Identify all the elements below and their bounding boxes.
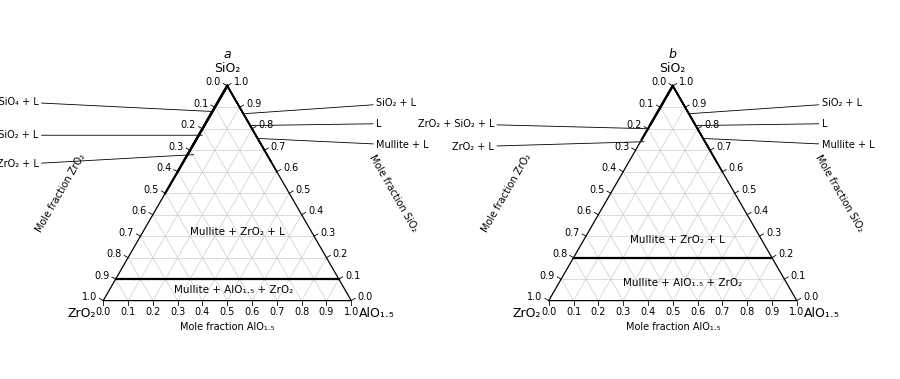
Text: Mole fraction ZrO₂: Mole fraction ZrO₂ — [34, 152, 87, 234]
Text: 0.0: 0.0 — [95, 307, 111, 317]
Text: 0.9: 0.9 — [94, 271, 109, 281]
Text: 0.7: 0.7 — [564, 228, 580, 238]
Text: Mole fraction SiO₂: Mole fraction SiO₂ — [813, 153, 865, 233]
Text: 0.1: 0.1 — [566, 307, 581, 317]
Text: 0.0: 0.0 — [206, 77, 220, 87]
Text: 0.2: 0.2 — [333, 249, 348, 259]
Text: 0.4: 0.4 — [753, 206, 769, 216]
Text: 0.5: 0.5 — [665, 307, 680, 317]
Text: 1.0: 1.0 — [234, 77, 248, 87]
Text: 0.7: 0.7 — [269, 307, 284, 317]
Text: Mole fraction AlO₁.₅: Mole fraction AlO₁.₅ — [180, 322, 274, 332]
Text: 0.4: 0.4 — [640, 307, 655, 317]
Text: 0.6: 0.6 — [577, 206, 592, 216]
Text: 0.0: 0.0 — [357, 292, 373, 302]
Text: AlO₁.₅: AlO₁.₅ — [359, 307, 394, 320]
Text: 0.0: 0.0 — [541, 307, 556, 317]
Text: 1.0: 1.0 — [680, 77, 694, 87]
Text: 0.1: 0.1 — [194, 99, 209, 109]
Text: 0.9: 0.9 — [539, 271, 554, 281]
Text: 0.8: 0.8 — [740, 307, 755, 317]
Text: 0.2: 0.2 — [626, 120, 642, 130]
Text: 0.8: 0.8 — [294, 307, 310, 317]
Text: 0.9: 0.9 — [691, 99, 707, 109]
Text: 0.3: 0.3 — [614, 142, 629, 152]
Text: 0.9: 0.9 — [319, 307, 334, 317]
Text: 0.6: 0.6 — [245, 307, 260, 317]
Text: 0.7: 0.7 — [715, 307, 730, 317]
Text: 0.4: 0.4 — [194, 307, 210, 317]
Text: 0.3: 0.3 — [616, 307, 631, 317]
Text: ZrO₂ + L: ZrO₂ + L — [0, 155, 194, 169]
Text: 0.5: 0.5 — [295, 185, 311, 195]
Text: 0.8: 0.8 — [552, 249, 567, 259]
Text: 0.8: 0.8 — [704, 120, 719, 130]
Text: 0.1: 0.1 — [346, 271, 361, 281]
Text: 0.3: 0.3 — [170, 307, 185, 317]
Text: 0.6: 0.6 — [690, 307, 706, 317]
Text: 0.5: 0.5 — [220, 307, 235, 317]
Text: 0.2: 0.2 — [778, 249, 794, 259]
Text: Mullite + AlO₁.₅ + ZrO₂: Mullite + AlO₁.₅ + ZrO₂ — [174, 285, 293, 295]
Text: Mole fraction ZrO₂: Mole fraction ZrO₂ — [480, 152, 533, 234]
Text: 0.2: 0.2 — [590, 307, 606, 317]
Text: Mole fraction SiO₂: Mole fraction SiO₂ — [367, 153, 419, 233]
Text: 0.4: 0.4 — [601, 163, 617, 173]
Text: SiO₂ + L: SiO₂ + L — [245, 98, 416, 114]
Text: SiO₂: SiO₂ — [660, 62, 686, 75]
Text: 0.9: 0.9 — [764, 307, 779, 317]
Text: 1.0: 1.0 — [82, 292, 97, 302]
Text: L: L — [252, 119, 382, 129]
Text: 0.3: 0.3 — [320, 228, 336, 238]
Text: Mullite + ZrO₂ + L: Mullite + ZrO₂ + L — [190, 227, 284, 237]
Text: 0.3: 0.3 — [168, 142, 184, 152]
Text: ZrO₂ + L: ZrO₂ + L — [453, 142, 644, 152]
Text: Mullite + AlO₁.₅ + ZrO₂: Mullite + AlO₁.₅ + ZrO₂ — [623, 279, 742, 288]
Text: ZrO₂: ZrO₂ — [513, 307, 541, 320]
Text: Mullite + L: Mullite + L — [259, 138, 428, 150]
Text: 0.4: 0.4 — [156, 163, 171, 173]
Text: 0.0: 0.0 — [652, 77, 666, 87]
Text: 0.6: 0.6 — [729, 163, 744, 173]
Text: 0.0: 0.0 — [803, 292, 818, 302]
Text: Mullite + ZrO₂ + L: Mullite + ZrO₂ + L — [630, 235, 725, 246]
Text: 0.4: 0.4 — [308, 206, 323, 216]
Text: 0.7: 0.7 — [119, 228, 134, 238]
Text: 0.5: 0.5 — [589, 185, 605, 195]
Text: Mole fraction AlO₁.₅: Mole fraction AlO₁.₅ — [626, 322, 720, 332]
Text: SiO₂ + L: SiO₂ + L — [690, 98, 861, 114]
Text: 0.9: 0.9 — [246, 99, 261, 109]
Text: 0.8: 0.8 — [106, 249, 122, 259]
Text: 1.0: 1.0 — [789, 307, 805, 317]
Text: 0.1: 0.1 — [791, 271, 806, 281]
Text: 0.1: 0.1 — [639, 99, 654, 109]
Text: 0.8: 0.8 — [258, 120, 274, 130]
Text: 0.5: 0.5 — [741, 185, 757, 195]
Text: 0.7: 0.7 — [716, 142, 732, 152]
Text: a: a — [223, 48, 231, 61]
Text: 0.3: 0.3 — [766, 228, 781, 238]
Text: L: L — [698, 119, 827, 129]
Text: 0.2: 0.2 — [145, 307, 160, 317]
Text: AlO₁.₅: AlO₁.₅ — [805, 307, 840, 320]
Text: ZrSiO₄ + SiO₂ + L: ZrSiO₄ + SiO₂ + L — [0, 130, 202, 140]
Text: ZrO₂ + SiO₂ + L: ZrO₂ + SiO₂ + L — [418, 119, 649, 129]
Text: Mullite + L: Mullite + L — [705, 138, 874, 150]
Text: 1.0: 1.0 — [344, 307, 359, 317]
Text: 0.6: 0.6 — [284, 163, 299, 173]
Text: 0.5: 0.5 — [143, 185, 159, 195]
Text: 0.7: 0.7 — [271, 142, 286, 152]
Text: ZrSiO₄ + L: ZrSiO₄ + L — [0, 97, 213, 111]
Text: 0.6: 0.6 — [131, 206, 147, 216]
Text: SiO₂: SiO₂ — [214, 62, 240, 75]
Text: ZrO₂: ZrO₂ — [68, 307, 95, 320]
Text: 0.1: 0.1 — [121, 307, 136, 317]
Text: 0.2: 0.2 — [181, 120, 196, 130]
Text: 1.0: 1.0 — [527, 292, 543, 302]
Text: b: b — [669, 48, 677, 61]
